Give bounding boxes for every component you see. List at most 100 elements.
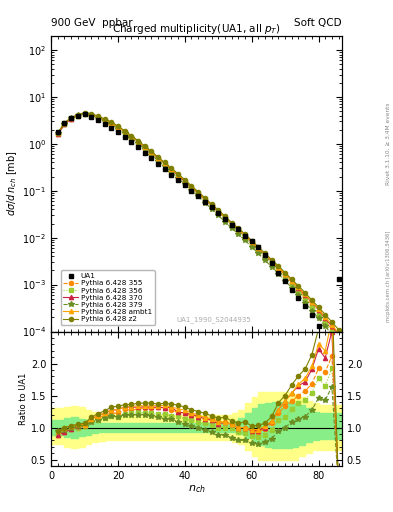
Pythia 6.428 ambt1 (55, 130, 60, 136)
Pythia 6.428 370 (316, 307, 321, 313)
Pythia 6.428 379 (296, 292, 301, 298)
Text: 900 GeV  ppbar: 900 GeV ppbar (51, 18, 133, 28)
UA1 (269, 260, 274, 266)
Pythia 6.428 ambt1 (89, 111, 94, 117)
Pythia 6.428 379 (176, 175, 180, 181)
Pythia 6.428 370 (329, 323, 334, 329)
Pythia 6.428 370 (102, 116, 107, 122)
Pythia 6.428 z2 (202, 195, 207, 201)
Pythia 6.428 ambt1 (196, 189, 200, 196)
UA1 (249, 238, 254, 244)
Pythia 6.428 355 (289, 280, 294, 286)
Pythia 6.428 z2 (323, 311, 327, 317)
UA1 (263, 252, 267, 258)
Pythia 6.428 ambt1 (329, 322, 334, 328)
UA1 (276, 269, 281, 275)
UA1 (55, 129, 60, 135)
Pythia 6.428 356 (309, 304, 314, 310)
Pythia 6.428 z2 (102, 116, 107, 122)
Pythia 6.428 z2 (149, 148, 154, 155)
Pythia 6.428 355 (129, 134, 134, 140)
Pythia 6.428 ambt1 (162, 160, 167, 166)
Pythia 6.428 ambt1 (229, 221, 234, 227)
Pythia 6.428 356 (169, 168, 174, 175)
Pythia 6.428 z2 (116, 123, 120, 129)
Pythia 6.428 370 (236, 226, 241, 232)
Pythia 6.428 ambt1 (289, 278, 294, 284)
Pythia 6.428 356 (89, 112, 94, 118)
Pythia 6.428 ambt1 (182, 178, 187, 184)
Pythia 6.428 356 (116, 125, 120, 132)
Pythia 6.428 z2 (329, 319, 334, 325)
Pythia 6.428 379 (263, 257, 267, 263)
Pythia 6.428 379 (323, 323, 327, 329)
Pythia 6.428 379 (149, 152, 154, 158)
UA1 (236, 226, 241, 232)
Pythia 6.428 356 (55, 131, 60, 137)
Pythia 6.428 z2 (229, 220, 234, 226)
Pythia 6.428 355 (142, 144, 147, 150)
Pythia 6.428 370 (263, 252, 267, 258)
Pythia 6.428 379 (156, 158, 160, 164)
Line: Pythia 6.428 356: Pythia 6.428 356 (56, 112, 341, 342)
Pythia 6.428 z2 (142, 143, 147, 149)
Pythia 6.428 ambt1 (189, 183, 194, 189)
Pythia 6.428 356 (129, 135, 134, 141)
UA1 (129, 139, 134, 145)
Line: UA1: UA1 (55, 112, 341, 347)
Pythia 6.428 356 (176, 174, 180, 180)
Pythia 6.428 355 (75, 113, 80, 119)
UA1 (109, 125, 114, 131)
Pythia 6.428 370 (169, 166, 174, 172)
Pythia 6.428 ambt1 (276, 265, 281, 271)
UA1 (289, 287, 294, 293)
Pythia 6.428 379 (269, 264, 274, 270)
Pythia 6.428 355 (336, 334, 341, 340)
Pythia 6.428 379 (55, 130, 60, 136)
Legend: UA1, Pythia 6.428 355, Pythia 6.428 356, Pythia 6.428 370, Pythia 6.428 379, Pyt: UA1, Pythia 6.428 355, Pythia 6.428 356,… (61, 270, 155, 325)
Pythia 6.428 356 (216, 209, 220, 216)
Pythia 6.428 370 (136, 138, 140, 144)
Pythia 6.428 356 (122, 130, 127, 136)
Pythia 6.428 356 (162, 162, 167, 168)
Text: Soft QCD: Soft QCD (294, 18, 342, 28)
UA1 (229, 222, 234, 228)
Pythia 6.428 ambt1 (256, 245, 261, 251)
Pythia 6.428 355 (109, 120, 114, 126)
Pythia 6.428 ambt1 (202, 196, 207, 202)
Pythia 6.428 356 (329, 329, 334, 335)
Pythia 6.428 370 (289, 278, 294, 284)
Pythia 6.428 379 (216, 212, 220, 218)
UA1 (182, 182, 187, 188)
Pythia 6.428 356 (149, 151, 154, 157)
Pythia 6.428 379 (95, 115, 100, 121)
Pythia 6.428 ambt1 (109, 120, 114, 126)
Pythia 6.428 z2 (216, 207, 220, 213)
Pythia 6.428 379 (89, 112, 94, 118)
Pythia 6.428 z2 (276, 263, 281, 269)
Pythia 6.428 356 (196, 191, 200, 198)
Pythia 6.428 379 (336, 340, 341, 346)
Pythia 6.428 z2 (242, 231, 247, 237)
Pythia 6.428 ambt1 (142, 143, 147, 150)
Pythia 6.428 356 (189, 185, 194, 191)
Pythia 6.428 355 (323, 317, 327, 324)
UA1 (142, 150, 147, 156)
Pythia 6.428 370 (202, 196, 207, 202)
Pythia 6.428 355 (249, 239, 254, 245)
Y-axis label: Ratio to UA1: Ratio to UA1 (19, 373, 28, 425)
Pythia 6.428 356 (82, 111, 87, 117)
Pythia 6.428 370 (296, 285, 301, 291)
Pythia 6.428 355 (276, 265, 281, 271)
Pythia 6.428 z2 (89, 111, 94, 117)
Pythia 6.428 ambt1 (69, 115, 73, 121)
Pythia 6.428 355 (62, 121, 67, 127)
Pythia 6.428 355 (269, 259, 274, 265)
Pythia 6.428 379 (109, 121, 114, 127)
Pythia 6.428 370 (129, 133, 134, 139)
Pythia 6.428 355 (209, 202, 214, 208)
Pythia 6.428 370 (323, 315, 327, 322)
Pythia 6.428 355 (283, 272, 287, 278)
UA1 (316, 323, 321, 329)
Pythia 6.428 370 (122, 128, 127, 134)
